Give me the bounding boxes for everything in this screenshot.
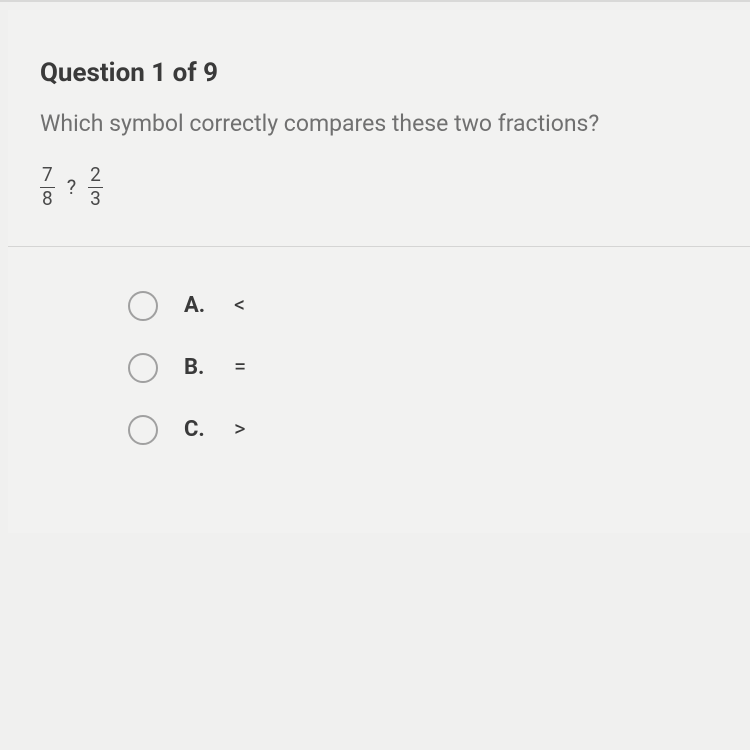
option-a[interactable]: A. < [128,291,686,321]
radio-icon[interactable] [128,291,158,321]
option-a-label: A. [184,293,208,318]
option-b-value: = [234,355,246,380]
fraction-2: 2 3 [88,165,103,210]
question-page: Question 1 of 9 Which symbol correctly c… [0,0,750,750]
option-c[interactable]: C. > [128,415,686,445]
option-c-value: > [234,417,246,442]
question-title: Question 1 of 9 [40,58,718,88]
option-a-value: < [234,293,245,318]
radio-icon[interactable] [128,415,158,445]
options-panel: A. < B. = C. > [40,247,718,509]
fraction-1: 7 8 [40,165,55,210]
fraction-2-denominator: 3 [88,187,103,210]
radio-icon[interactable] [128,353,158,383]
question-panel: Question 1 of 9 Which symbol correctly c… [8,10,750,533]
comparison-operator: ? [65,175,78,199]
fraction-1-numerator: 7 [40,165,55,187]
fraction-2-numerator: 2 [88,165,103,187]
option-c-label: C. [184,417,208,442]
option-b[interactable]: B. = [128,353,686,383]
fraction-expression: 7 8 ? 2 3 [40,165,718,210]
option-b-label: B. [184,355,208,380]
fraction-1-denominator: 8 [40,187,55,210]
question-prompt: Which symbol correctly compares these tw… [40,110,718,137]
